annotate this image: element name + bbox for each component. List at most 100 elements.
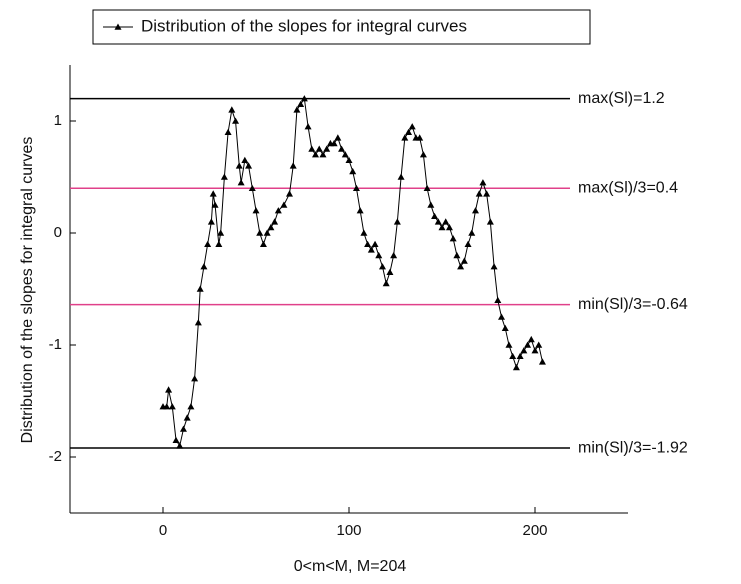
data-point <box>263 229 271 236</box>
data-point <box>267 223 275 231</box>
data-point <box>256 229 264 236</box>
data-point <box>232 117 240 124</box>
data-point <box>475 190 483 197</box>
reference-label: max(Sl)/3=0.4 <box>578 179 678 196</box>
data-point <box>209 190 217 197</box>
reference-label: min(Sl)/3=-1.92 <box>578 439 688 456</box>
data-point <box>274 207 282 214</box>
y-tick-label: 1 <box>54 112 62 129</box>
data-point <box>163 403 171 410</box>
data-point <box>220 173 228 180</box>
data-point <box>200 263 208 270</box>
data-point <box>486 218 494 225</box>
data-point <box>501 324 509 331</box>
legend-label: Distribution of the slopes for integral … <box>141 16 467 35</box>
y-tick-label: 0 <box>54 224 62 241</box>
x-tick-label: 0 <box>159 522 167 539</box>
data-point <box>248 184 256 191</box>
data-point <box>382 279 390 287</box>
data-point <box>471 207 479 214</box>
data-point <box>334 134 342 141</box>
data-point <box>538 358 546 365</box>
data-point <box>165 386 173 393</box>
data-point <box>356 207 364 214</box>
data-point <box>479 179 487 186</box>
data-point <box>431 212 439 219</box>
data-point <box>172 436 180 443</box>
data-point <box>378 263 386 270</box>
data-point <box>509 352 517 359</box>
series-line <box>163 97 543 448</box>
data-point <box>280 201 288 208</box>
data-point <box>338 145 346 152</box>
data-point <box>527 335 535 343</box>
data-point <box>401 134 409 141</box>
data-point <box>535 341 543 348</box>
data-point <box>319 151 327 158</box>
data-point <box>498 313 506 320</box>
data-point <box>371 240 379 247</box>
data-point <box>176 442 184 449</box>
data-point <box>194 319 202 326</box>
x-tick-label: 200 <box>522 522 547 539</box>
data-point <box>304 123 312 130</box>
reference-label: max(Sl)=1.2 <box>578 90 665 107</box>
data-point <box>207 218 215 225</box>
data-point <box>516 352 524 359</box>
data-point <box>453 251 461 259</box>
data-point <box>360 229 368 236</box>
data-point <box>445 223 453 231</box>
data-point <box>427 201 435 208</box>
data-point <box>449 235 457 242</box>
data-point <box>490 263 498 270</box>
data-point <box>224 128 232 135</box>
data-point <box>520 347 528 354</box>
reference-label: min(Sl)/3=-0.64 <box>578 296 688 313</box>
data-point <box>187 403 195 410</box>
data-point <box>217 229 225 236</box>
data-point <box>434 218 442 225</box>
data-point <box>416 134 424 141</box>
data-point <box>168 403 176 410</box>
y-axis-label: Distribution of the slopes for integral … <box>19 137 36 444</box>
data-point <box>397 173 405 180</box>
data-point <box>196 285 204 292</box>
data-point <box>204 240 212 247</box>
data-point <box>375 251 383 259</box>
data-point <box>241 156 249 163</box>
data-point <box>364 240 372 247</box>
data-point <box>524 341 532 348</box>
data-point <box>312 151 320 158</box>
data-point <box>285 190 293 197</box>
data-point <box>460 257 468 264</box>
data-point <box>483 190 491 197</box>
data-point <box>308 145 316 152</box>
data-point <box>393 218 401 225</box>
data-point <box>423 184 431 191</box>
data-point <box>345 156 353 163</box>
data-point <box>252 207 260 214</box>
x-axis-label: 0<m<M, M=204 <box>294 558 407 575</box>
data-point <box>323 145 331 152</box>
data-point <box>349 167 357 175</box>
data-point <box>215 240 223 247</box>
data-point <box>271 218 279 225</box>
legend-marker <box>114 23 122 30</box>
data-point <box>442 218 450 225</box>
data-point <box>505 341 513 348</box>
data-point <box>408 123 416 130</box>
data-point <box>386 268 394 275</box>
data-point <box>438 223 446 231</box>
legend-box <box>92 9 591 45</box>
y-tick-label: -1 <box>49 336 62 353</box>
data-point <box>468 229 476 236</box>
data-point <box>245 162 253 169</box>
data-point <box>235 162 243 169</box>
data-point <box>211 201 219 208</box>
data-point <box>405 128 413 135</box>
data-point <box>179 425 187 432</box>
data-point <box>315 145 323 152</box>
data-point <box>352 184 360 191</box>
data-point <box>293 106 301 113</box>
data-point <box>237 179 245 186</box>
